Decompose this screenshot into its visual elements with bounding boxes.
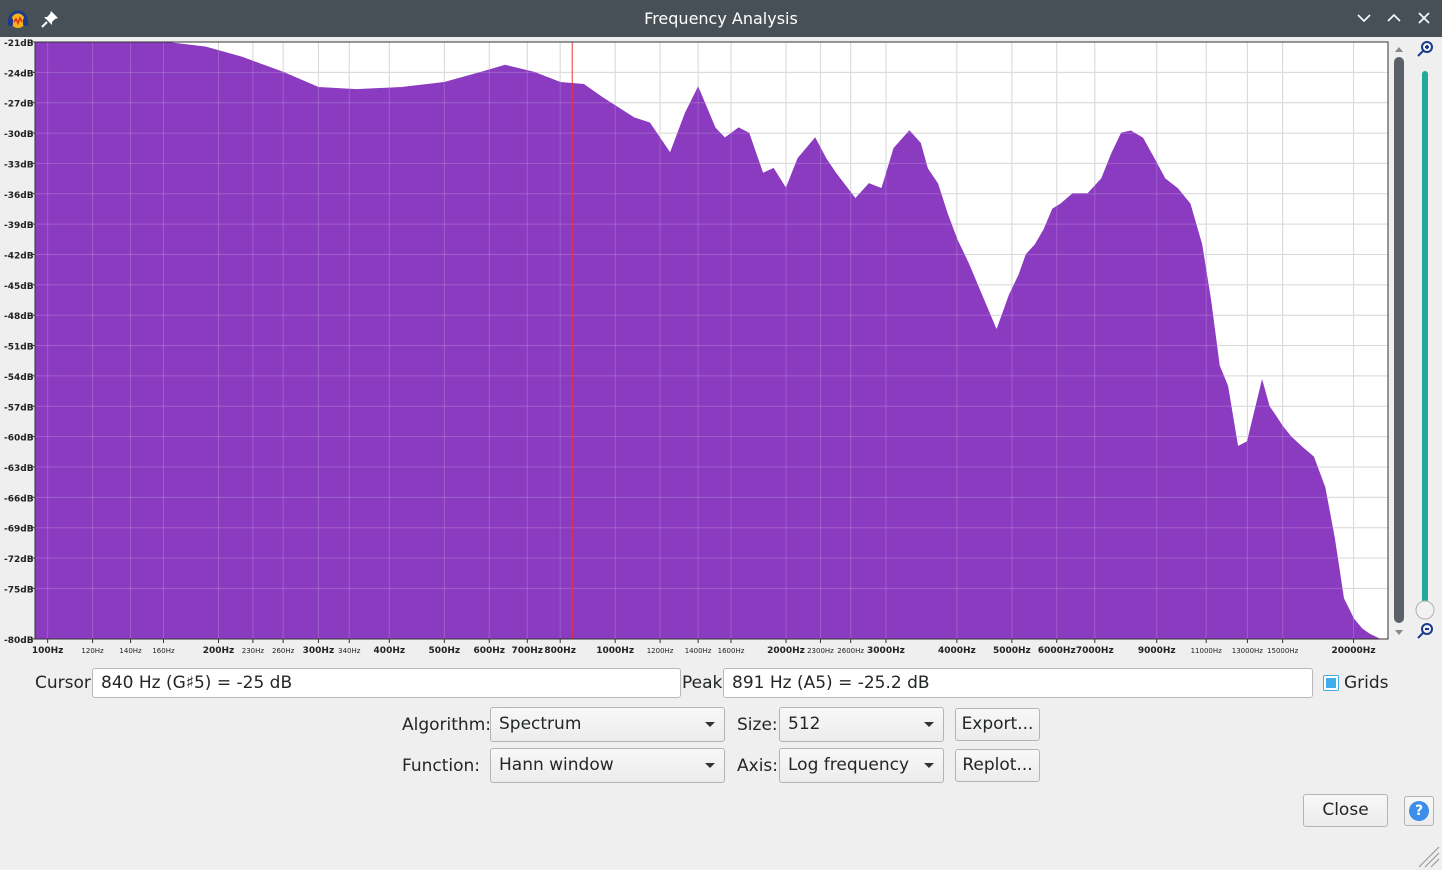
x-tick-label: 11000Hz [1191, 647, 1223, 655]
function-select[interactable]: Hann window [490, 748, 725, 783]
size-select-value: 512 [788, 714, 821, 734]
title-bar: Frequency Analysis [0, 0, 1442, 37]
plot-frame [34, 41, 1389, 640]
x-tick-label: 400Hz [374, 646, 406, 656]
y-tick-label: -54dB [4, 373, 34, 383]
size-select[interactable]: 512 [779, 707, 944, 742]
x-tick-label: 100Hz [32, 646, 64, 656]
help-icon: ? [1409, 801, 1429, 821]
grids-checkbox-mark [1326, 678, 1336, 688]
function-label: Function: [402, 756, 481, 776]
pin-icon[interactable] [38, 7, 62, 31]
size-label: Size: [737, 715, 778, 735]
zoom-slider-track [1422, 71, 1428, 603]
zoom-slider-handle[interactable] [1415, 600, 1435, 620]
close-icon[interactable] [1412, 6, 1436, 30]
x-tick-label: 9000Hz [1138, 646, 1176, 656]
y-tick-label: -24dB [4, 69, 34, 79]
axis-label: Axis: [737, 756, 778, 776]
x-tick-label: 3000Hz [867, 646, 905, 656]
y-tick-label: -45dB [4, 282, 34, 292]
chevron-down-icon [924, 722, 934, 727]
x-tick-label: 5000Hz [993, 646, 1031, 656]
audacity-app-icon[interactable] [6, 7, 30, 31]
chevron-down-icon [705, 722, 715, 727]
spectrum-area [34, 41, 1388, 640]
x-tick-label: 4000Hz [938, 646, 976, 656]
x-tick-label: 600Hz [473, 646, 505, 656]
x-tick-label: 500Hz [429, 646, 461, 656]
x-tick-label: 160Hz [152, 647, 175, 655]
y-tick-label: -21dB [4, 39, 34, 49]
peak-readout-field[interactable]: 891 Hz (A5) = -25.2 dB [723, 668, 1313, 698]
resize-grip-icon[interactable] [1414, 842, 1440, 868]
y-tick-label: -57dB [4, 403, 34, 413]
x-tick-label: 230Hz [242, 647, 265, 655]
x-tick-label: 800Hz [544, 646, 576, 656]
spectrum-plot-area[interactable]: -21dB -24dB -27dB -30dB -33dB -36dB -39dB -42dB… [0, 37, 1442, 659]
y-tick-label: -80dB [4, 636, 34, 646]
y-tick-label: -36dB [4, 191, 34, 201]
y-tick-label: -75dB [4, 585, 34, 595]
axis-select[interactable]: Log frequency [779, 748, 944, 783]
window-title: Frequency Analysis [644, 9, 798, 28]
x-tick-label: 700Hz [511, 646, 543, 656]
x-tick-label: 340Hz [338, 647, 361, 655]
zoom-out-icon[interactable] [1417, 623, 1433, 639]
chevron-down-icon[interactable] [1352, 6, 1376, 30]
vertical-scrollbar-thumb [1394, 57, 1404, 623]
x-tick-label: 140Hz [119, 647, 142, 655]
x-tick-label: 1200Hz [647, 647, 674, 655]
x-tick-label: 1000Hz [596, 646, 634, 656]
replot-button[interactable]: Replot... [955, 749, 1040, 782]
x-tick-label: 6000Hz [1038, 646, 1076, 656]
y-tick-label: -63dB [4, 464, 34, 474]
chevron-up-icon[interactable] [1382, 6, 1406, 30]
y-tick-label: -33dB [4, 160, 34, 170]
cursor-readout-field[interactable]: 840 Hz (G♯5) = -25 dB [92, 668, 681, 698]
algorithm-select[interactable]: Spectrum [490, 707, 725, 742]
axis-select-value: Log frequency [788, 755, 910, 775]
algorithm-select-value: Spectrum [499, 714, 582, 734]
chevron-down-icon [924, 763, 934, 768]
x-tick-label: 13000Hz [1232, 647, 1264, 655]
x-tick-label: 120Hz [81, 647, 104, 655]
algorithm-label: Algorithm: [402, 715, 491, 735]
x-tick-label: 300Hz [303, 646, 335, 656]
x-tick-label: 15000Hz [1267, 647, 1299, 655]
y-tick-label: -30dB [4, 130, 34, 140]
x-tick-label: 260Hz [272, 647, 295, 655]
x-tick-label: 2600Hz [837, 647, 864, 655]
zoom-in-icon[interactable] [1417, 41, 1433, 57]
x-tick-label: 2300Hz [807, 647, 834, 655]
x-tick-label: 1400Hz [685, 647, 712, 655]
spectrum-chart[interactable]: -21dB -24dB -27dB -30dB -33dB -36dB -39dB -42dB… [0, 37, 1442, 659]
scroll-down-arrow-icon[interactable] [1395, 630, 1403, 635]
scroll-up-arrow-icon[interactable] [1395, 47, 1403, 52]
function-select-value: Hann window [499, 755, 614, 775]
y-tick-label: -48dB [4, 312, 34, 322]
grids-label: Grids [1344, 673, 1389, 693]
chevron-down-icon [705, 763, 715, 768]
y-tick-label: -66dB [4, 494, 34, 504]
x-tick-label: 1600Hz [718, 647, 745, 655]
y-tick-label: -72dB [4, 555, 34, 565]
x-tick-label: 7000Hz [1076, 646, 1114, 656]
y-tick-label: -60dB [4, 434, 34, 444]
y-tick-label: -69dB [4, 525, 34, 535]
help-button[interactable]: ? [1404, 796, 1434, 826]
x-tick-label: 200Hz [203, 646, 235, 656]
y-tick-label: -42dB [4, 251, 34, 261]
cursor-label: Cursor: [35, 673, 97, 693]
x-tick-label: 20000Hz [1332, 646, 1376, 656]
close-button[interactable]: Close [1303, 794, 1388, 827]
grids-checkbox[interactable] [1323, 675, 1339, 691]
y-tick-label: -27dB [4, 100, 34, 110]
x-tick-label: 2000Hz [767, 646, 805, 656]
peak-label: Peak: [682, 673, 729, 693]
y-tick-label: -39dB [4, 221, 34, 231]
export-button[interactable]: Export... [955, 708, 1040, 741]
y-tick-label: -51dB [4, 343, 34, 353]
